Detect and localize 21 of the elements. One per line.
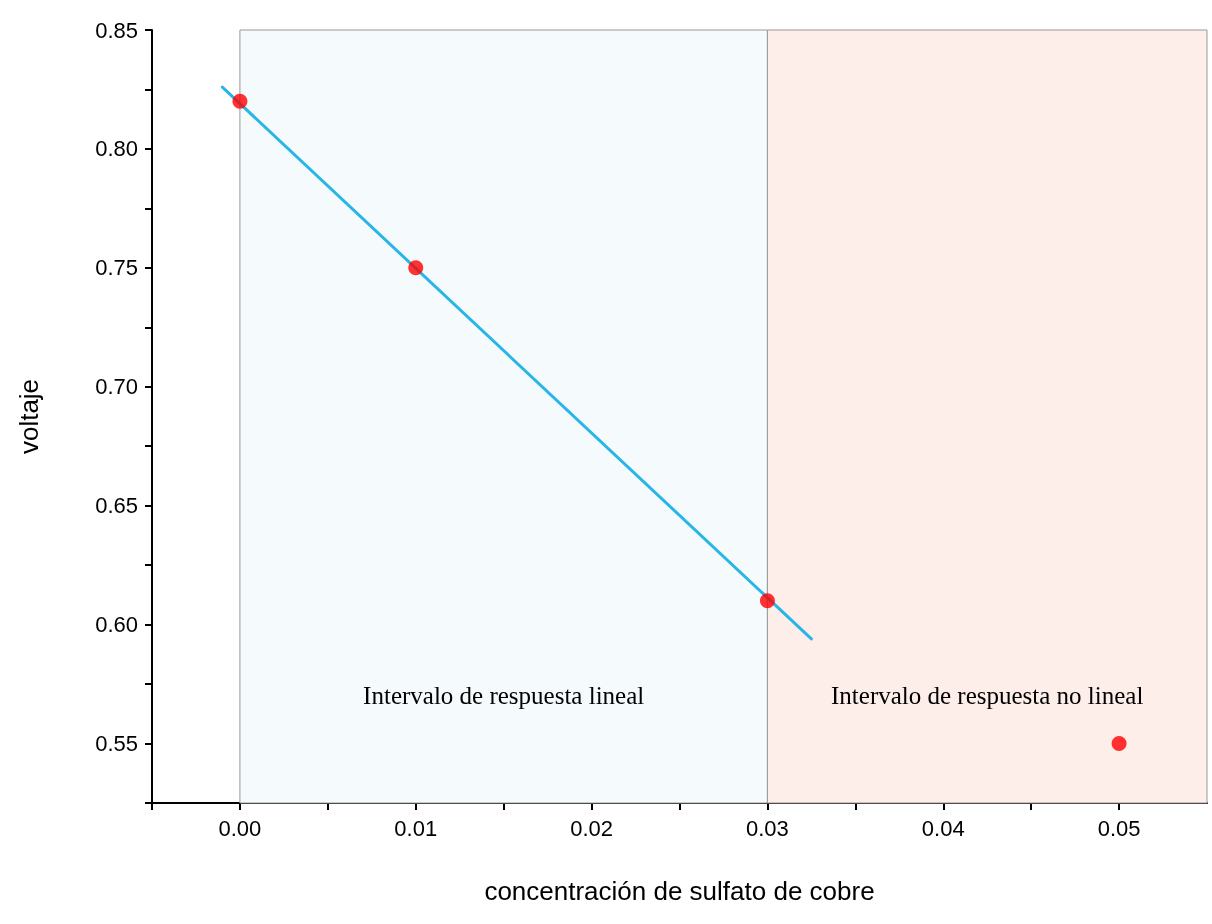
- y-tick-label: 0.65: [95, 493, 138, 519]
- x-tick-label: 0.02: [570, 815, 613, 841]
- band-label: Intervalo de respuesta lineal: [363, 681, 645, 709]
- point: [232, 93, 248, 109]
- y-tick-label: 0.55: [95, 731, 138, 757]
- point: [408, 260, 424, 276]
- x-tick-label: 0.01: [394, 815, 438, 841]
- x-tick-label: 0.04: [921, 815, 965, 841]
- y-tick-label: 0.85: [95, 17, 138, 43]
- point: [1111, 736, 1127, 752]
- y-tick-label: 0.75: [95, 255, 138, 281]
- y-tick-label: 0.60: [95, 612, 138, 638]
- x-tick-label: 0.05: [1097, 815, 1141, 841]
- point: [759, 593, 775, 609]
- y-axis-title: voltaje: [14, 378, 44, 455]
- y-tick-label: 0.80: [95, 136, 138, 162]
- x-axis-title: concentración de sulfato de cobre: [484, 876, 875, 906]
- y-tick-label: 0.70: [95, 374, 138, 400]
- x-tick-label: 0.00: [218, 815, 262, 841]
- band-label: Intervalo de respuesta no lineal: [831, 681, 1144, 709]
- x-tick-label: 0.03: [746, 815, 789, 841]
